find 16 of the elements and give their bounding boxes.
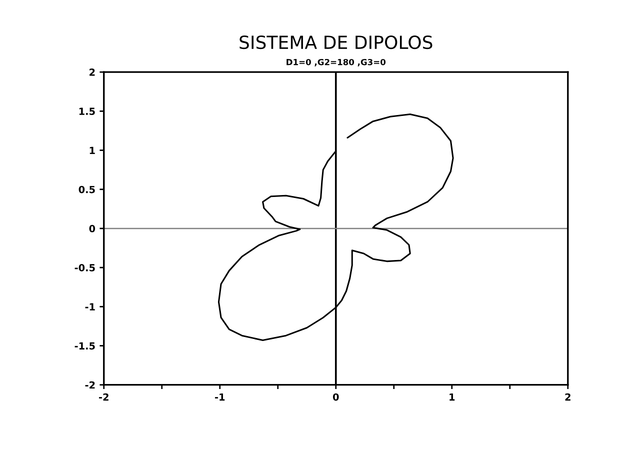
y-tick-label: 1 xyxy=(90,146,95,154)
chart-subtitle: D1=0 ,G2=180 ,G3=0 xyxy=(286,58,386,66)
y-tick-label: -1 xyxy=(85,303,95,310)
y-tick-label: 0 xyxy=(89,224,96,232)
x-tick-label: 1 xyxy=(450,393,455,401)
y-tick-label: -0.5 xyxy=(74,264,95,272)
y-tick-label: -2 xyxy=(85,381,95,389)
y-tick-label: 1.5 xyxy=(79,108,95,115)
y-tick-label: 2 xyxy=(90,68,95,76)
x-tick-label: -1 xyxy=(215,393,225,401)
y-tick-label: 0.5 xyxy=(78,186,95,194)
y-tick-label: -1.5 xyxy=(74,342,95,350)
x-tick-label: -2 xyxy=(99,393,108,401)
x-tick-label: 2 xyxy=(565,393,570,401)
x-tick-label: 0 xyxy=(332,393,339,401)
chart-title: SISTEMA DE DIPOLOS xyxy=(240,35,432,50)
